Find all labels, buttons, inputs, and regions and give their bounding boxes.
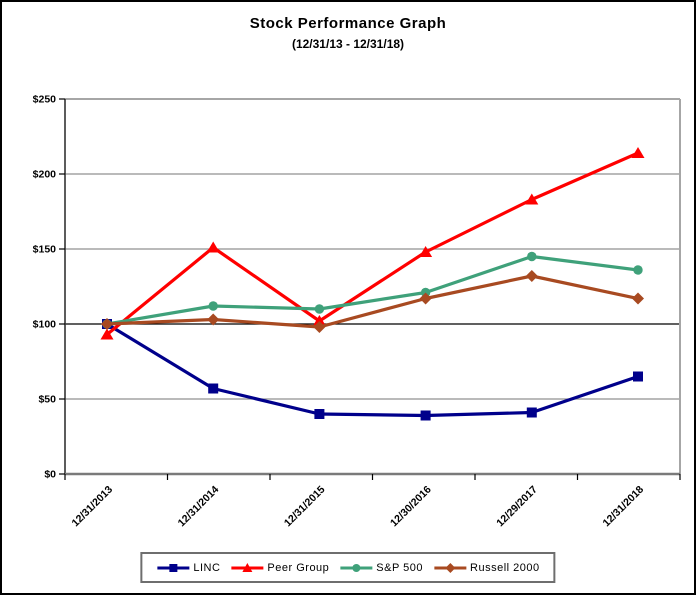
series-line-russell-2000-marker-diamond (525, 270, 538, 282)
x-tick-label: 12/29/2017 (494, 484, 540, 530)
y-tick-label: $50 (38, 394, 56, 406)
x-tick-label: 12/31/2015 (282, 484, 328, 530)
legend-swatch-circle-icon (340, 563, 373, 572)
legend-item-russell-2000: Russell 2000 (433, 562, 540, 574)
series-line-russell-2000 (105, 274, 640, 329)
series-line-s-p-500-marker-circle (633, 265, 643, 275)
x-tick-label: 12/30/2016 (388, 484, 434, 530)
series-line-peer-group-marker-triangle (631, 147, 645, 158)
chart-title: Stock Performance Graph (249, 15, 447, 32)
series-line-linc-marker-square (314, 409, 325, 419)
legend-label: Russell 2000 (470, 561, 540, 574)
x-tick-label: 12/31/2014 (176, 484, 222, 530)
chart-subtitle: (12/31/13 - 12/31/18) (291, 37, 405, 51)
y-tick-label: $250 (33, 94, 57, 106)
series-line-russell-2000-marker-diamond (207, 313, 220, 326)
legend-swatch-triangle-icon (231, 562, 264, 572)
series-line-peer-group-marker-triangle (206, 241, 220, 253)
legend-label: Peer Group (267, 561, 330, 574)
legend-swatch-diamond-icon (434, 562, 467, 573)
series-line-linc-marker-square (633, 371, 643, 382)
y-tick-label: $200 (33, 169, 57, 181)
plot-area: $0 $50 $100 $150 $200 $250 12/31/2013 12/31/201… (33, 94, 681, 530)
series-line-s-p-500-marker-circle (527, 251, 537, 262)
series-line-russell-2000-marker-diamond (632, 292, 644, 305)
series-line-russell-2000-marker-diamond (419, 292, 432, 305)
legend-swatch-square-icon (157, 563, 190, 572)
series-line-peer-group-marker-triangle (100, 328, 114, 340)
series-line-s-p-500 (105, 254, 640, 326)
legend-label: LINC (193, 561, 221, 574)
legend-item-peer-group: Peer Group (230, 562, 329, 574)
series-line-peer-group-marker-triangle (312, 315, 326, 326)
series-line-russell-2000-marker-diamond (101, 318, 113, 330)
series-line-s-p-500-marker-circle (208, 301, 218, 311)
y-tick-label: $100 (33, 319, 57, 331)
series-line-peer-group-marker-triangle (419, 246, 433, 257)
series-line-linc-marker-square (526, 407, 537, 418)
y-tick-label: $0 (44, 469, 56, 481)
legend-item-s-p-500: S&P 500 (339, 562, 423, 574)
legend-label: S&P 500 (376, 561, 424, 574)
legend-item-linc: LINC (156, 562, 220, 574)
series-line-peer-group (105, 151, 640, 337)
y-tick-label: $150 (33, 244, 57, 256)
series-line-russell-2000-marker-diamond (313, 321, 326, 333)
series-line-peer-group-marker-triangle (525, 193, 539, 205)
series-line-linc (105, 322, 640, 418)
x-tick-label: 12/31/2018 (600, 484, 646, 530)
series-line-linc-marker-square (420, 410, 431, 421)
series-line-linc-marker-square (208, 383, 219, 394)
series-line-s-p-500-marker-circle (314, 304, 325, 314)
x-tick-label: 12/31/2013 (69, 484, 115, 530)
legend: LINC Peer Group S&P 500 Russell 2000 (140, 552, 556, 583)
